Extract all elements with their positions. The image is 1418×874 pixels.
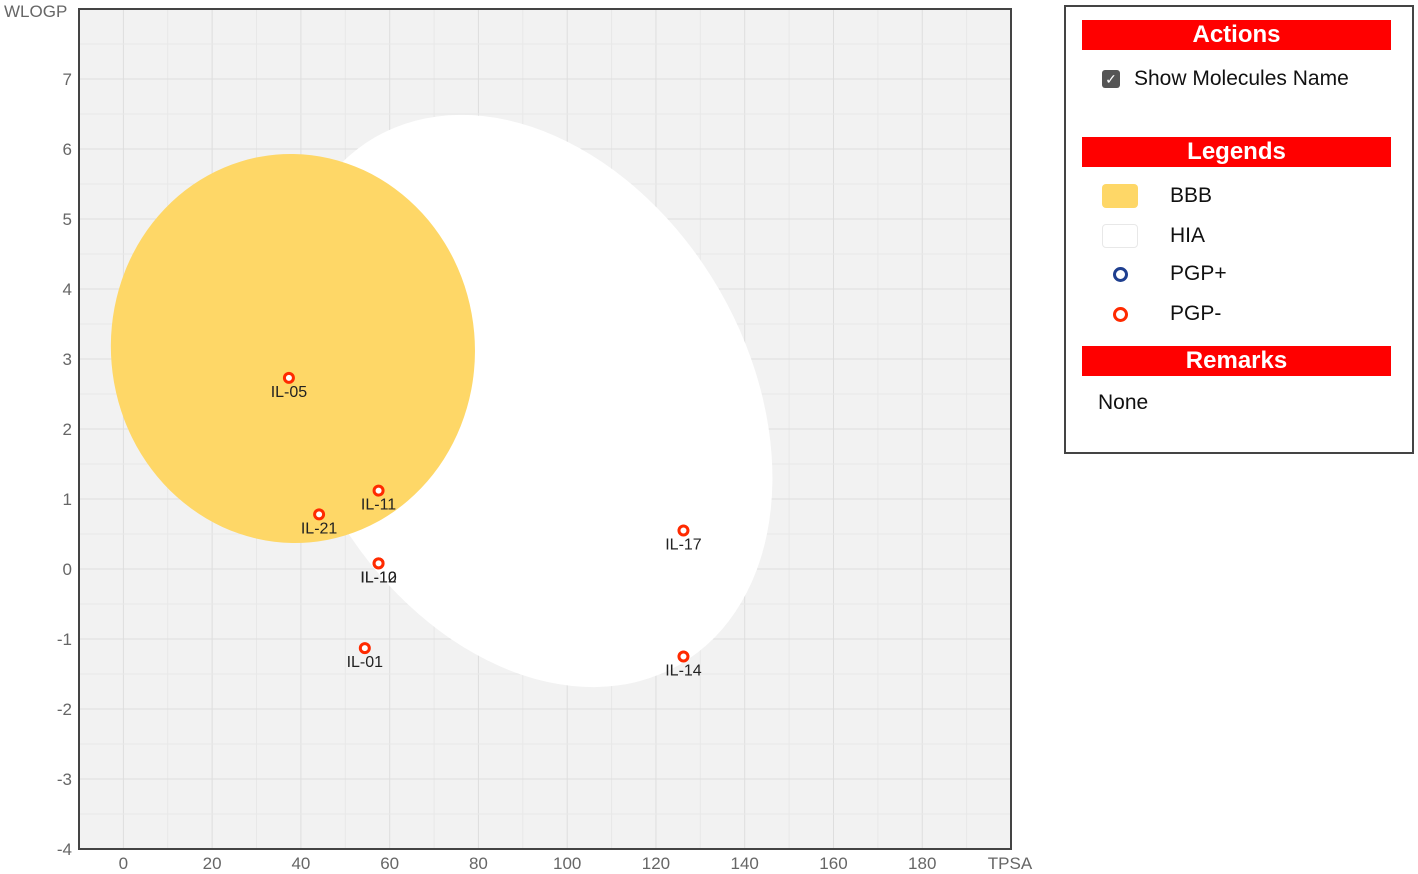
y-tick-label: 0 xyxy=(63,560,72,579)
legends-header: Legends xyxy=(1082,137,1391,167)
data-point xyxy=(372,557,385,570)
legend-item-hia: HIA xyxy=(1102,224,1205,248)
point-label: IL-05 xyxy=(271,384,308,401)
bbb-swatch xyxy=(1102,184,1138,208)
side-panel: Actions ✓ Show Molecules Name Legends BB… xyxy=(1064,5,1414,454)
y-tick-labels: -4 -3 -2 -1 0 1 2 3 4 5 6 7 xyxy=(57,70,72,859)
y-tick-label: 4 xyxy=(63,280,72,299)
show-names-label: Show Molecules Name xyxy=(1134,67,1349,90)
x-tick-label: 140 xyxy=(731,854,759,873)
remarks-header: Remarks xyxy=(1082,346,1391,376)
point-label: IL-14 xyxy=(665,663,702,680)
y-tick-label: -2 xyxy=(57,700,72,719)
legend-label: BBB xyxy=(1170,184,1213,207)
show-names-option[interactable]: ✓ Show Molecules Name xyxy=(1102,67,1349,91)
actions-header: Actions xyxy=(1082,20,1391,50)
x-tick-label: 160 xyxy=(819,854,847,873)
y-tick-label: -1 xyxy=(57,630,72,649)
y-tick-label: 5 xyxy=(63,210,72,229)
legend-item-pgp-minus: PGP- xyxy=(1102,302,1221,326)
x-tick-label: 60 xyxy=(380,854,399,873)
x-tick-label: 100 xyxy=(553,854,581,873)
x-tick-label: 120 xyxy=(642,854,670,873)
pgp-minus-marker-icon xyxy=(1112,306,1128,322)
bbb-region xyxy=(110,153,475,544)
x-tick-label: 80 xyxy=(469,854,488,873)
show-names-checkbox[interactable]: ✓ xyxy=(1102,70,1120,88)
plot-frame xyxy=(78,8,1012,850)
point-label: IL-11 xyxy=(361,497,396,514)
legend-item-pgp-plus: PGP+ xyxy=(1102,262,1227,286)
point-label: IL-17 xyxy=(665,537,702,554)
y-tick-label: 1 xyxy=(63,490,72,509)
x-axis-label: TPSA xyxy=(988,854,1033,873)
x-tick-label: 0 xyxy=(119,854,128,873)
x-tick-label: 180 xyxy=(908,854,936,873)
data-point xyxy=(677,650,690,663)
x-tick-label: 40 xyxy=(291,854,310,873)
hia-swatch xyxy=(1102,224,1138,248)
point-label: IL-21 xyxy=(301,520,338,537)
legend-item-bbb: BBB xyxy=(1102,184,1212,208)
point-label: IL-12 xyxy=(360,569,397,586)
data-point xyxy=(358,642,371,655)
y-tick-label: 3 xyxy=(63,350,72,369)
legend-label: PGP+ xyxy=(1170,262,1227,285)
y-tick-label: -3 xyxy=(57,770,72,789)
data-point xyxy=(282,371,295,384)
pgp-plus-marker-icon xyxy=(1112,266,1128,282)
legend-label: PGP- xyxy=(1170,302,1222,325)
legend-label: HIA xyxy=(1170,224,1206,247)
y-axis-label: WLOGP xyxy=(4,2,67,21)
x-tick-labels: 0 20 40 60 80 100 120 140 160 180 xyxy=(119,854,937,873)
y-tick-label: 7 xyxy=(63,70,72,89)
remarks-text: None xyxy=(1098,391,1149,414)
point-label: IL-10 xyxy=(360,569,397,586)
data-point xyxy=(372,484,385,497)
y-tick-label: -4 xyxy=(57,840,72,859)
regions xyxy=(110,114,773,688)
points xyxy=(282,371,690,663)
data-point xyxy=(677,524,690,537)
data-point xyxy=(313,508,326,521)
point-label: IL-01 xyxy=(347,654,384,671)
y-tick-label: 2 xyxy=(63,420,72,439)
y-tick-label: 6 xyxy=(63,140,72,159)
x-tick-label: 20 xyxy=(203,854,222,873)
